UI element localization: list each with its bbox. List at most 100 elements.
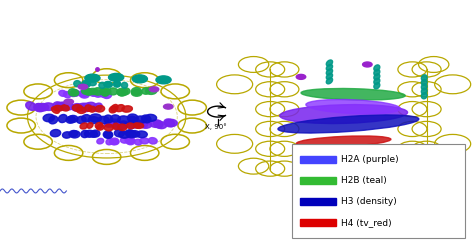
Ellipse shape [135, 116, 147, 123]
Ellipse shape [134, 123, 140, 128]
Ellipse shape [117, 88, 128, 96]
Circle shape [363, 62, 372, 67]
Ellipse shape [113, 81, 121, 87]
Ellipse shape [69, 130, 78, 137]
Ellipse shape [104, 124, 114, 131]
Ellipse shape [115, 105, 125, 112]
Ellipse shape [118, 121, 128, 129]
Ellipse shape [89, 81, 96, 86]
Ellipse shape [52, 107, 59, 113]
Ellipse shape [118, 124, 127, 130]
Circle shape [156, 76, 171, 84]
Ellipse shape [68, 89, 77, 96]
Ellipse shape [139, 121, 152, 128]
Ellipse shape [61, 105, 69, 111]
Ellipse shape [148, 138, 157, 144]
Ellipse shape [100, 88, 111, 95]
Ellipse shape [92, 103, 102, 111]
Ellipse shape [97, 138, 104, 144]
Ellipse shape [59, 90, 67, 96]
Ellipse shape [128, 116, 137, 123]
Ellipse shape [59, 102, 68, 110]
Ellipse shape [130, 119, 141, 127]
Ellipse shape [71, 90, 79, 96]
Ellipse shape [326, 64, 333, 70]
Ellipse shape [100, 92, 109, 97]
Ellipse shape [89, 90, 98, 96]
Ellipse shape [84, 130, 95, 137]
Ellipse shape [113, 121, 123, 129]
Ellipse shape [140, 138, 149, 144]
Ellipse shape [95, 105, 105, 112]
Text: H3 (density): H3 (density) [341, 197, 397, 206]
Ellipse shape [110, 138, 118, 145]
Ellipse shape [76, 107, 86, 113]
Ellipse shape [93, 88, 102, 95]
Circle shape [320, 166, 329, 171]
Ellipse shape [80, 92, 90, 98]
Ellipse shape [109, 88, 118, 95]
Ellipse shape [164, 119, 174, 127]
Ellipse shape [101, 89, 109, 96]
Circle shape [296, 74, 306, 79]
Ellipse shape [82, 82, 91, 87]
Ellipse shape [326, 69, 333, 75]
Ellipse shape [165, 119, 177, 126]
Ellipse shape [36, 103, 49, 111]
Ellipse shape [97, 124, 104, 130]
Ellipse shape [82, 88, 91, 94]
Ellipse shape [74, 81, 81, 87]
Circle shape [132, 75, 147, 83]
Text: H2A (purple): H2A (purple) [341, 155, 399, 164]
Ellipse shape [120, 137, 129, 143]
Ellipse shape [145, 114, 156, 121]
Ellipse shape [26, 102, 36, 110]
Circle shape [85, 74, 100, 82]
Ellipse shape [128, 114, 138, 122]
Ellipse shape [135, 139, 142, 145]
Ellipse shape [131, 90, 142, 96]
Ellipse shape [125, 137, 135, 143]
Ellipse shape [374, 78, 380, 84]
Ellipse shape [104, 82, 112, 88]
Ellipse shape [127, 123, 135, 129]
Ellipse shape [113, 123, 119, 130]
Ellipse shape [50, 129, 61, 137]
Ellipse shape [71, 104, 82, 111]
Ellipse shape [104, 115, 113, 123]
Ellipse shape [55, 102, 66, 110]
Ellipse shape [111, 104, 118, 112]
Ellipse shape [89, 106, 96, 112]
Ellipse shape [87, 123, 93, 128]
Ellipse shape [280, 105, 408, 124]
Ellipse shape [118, 131, 129, 138]
Ellipse shape [90, 114, 101, 122]
Ellipse shape [108, 119, 119, 127]
Ellipse shape [84, 88, 93, 95]
Ellipse shape [421, 75, 427, 81]
Ellipse shape [54, 105, 63, 111]
Ellipse shape [64, 92, 71, 98]
Ellipse shape [374, 83, 380, 89]
Bar [300, 219, 336, 226]
Ellipse shape [69, 91, 78, 96]
Ellipse shape [154, 120, 163, 128]
Ellipse shape [134, 123, 144, 128]
Ellipse shape [109, 106, 117, 113]
Ellipse shape [43, 114, 55, 122]
Ellipse shape [73, 105, 83, 111]
Ellipse shape [82, 80, 90, 86]
Ellipse shape [110, 115, 120, 122]
Ellipse shape [104, 132, 113, 138]
Ellipse shape [142, 115, 151, 123]
Circle shape [78, 84, 88, 89]
Ellipse shape [136, 131, 147, 138]
Circle shape [109, 73, 124, 81]
Ellipse shape [127, 139, 135, 145]
Ellipse shape [90, 131, 97, 137]
Ellipse shape [88, 117, 99, 124]
Ellipse shape [118, 90, 126, 96]
Ellipse shape [80, 103, 92, 112]
Ellipse shape [128, 121, 139, 128]
Ellipse shape [374, 69, 380, 75]
